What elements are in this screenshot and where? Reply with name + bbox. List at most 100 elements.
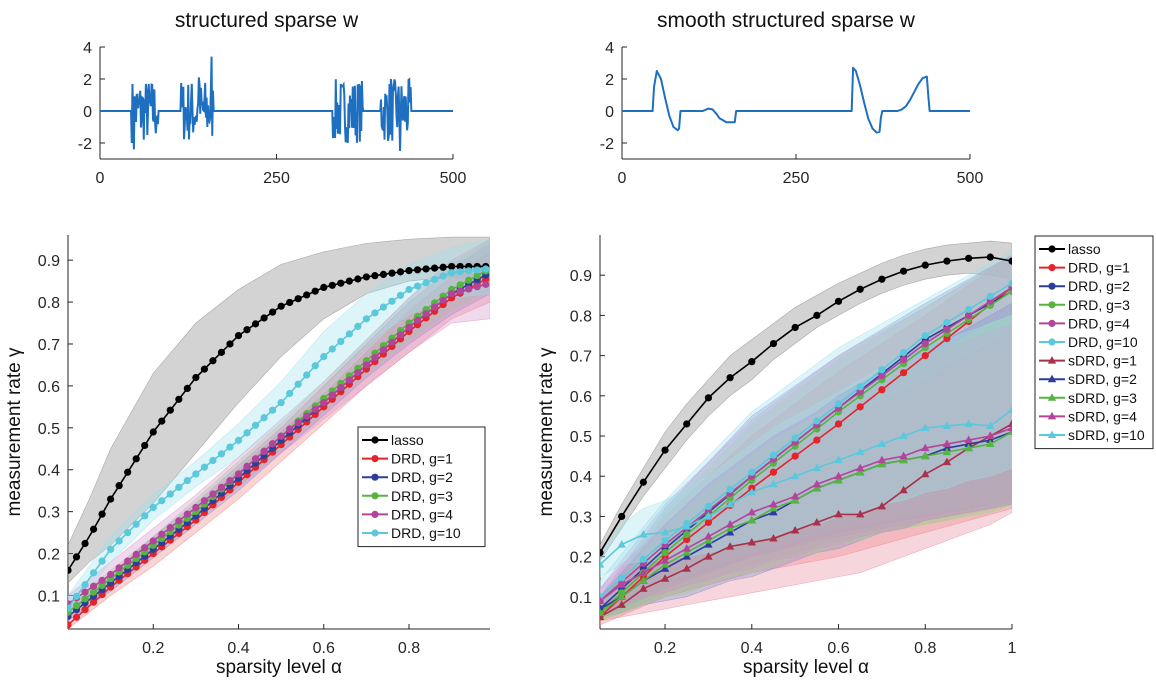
point (371, 309, 379, 317)
point (337, 383, 345, 392)
point (660, 528, 670, 536)
plot-area (68, 236, 490, 629)
point (72, 553, 81, 561)
point (791, 323, 799, 332)
series-line (600, 290, 1012, 614)
point (1007, 423, 1012, 431)
legend-marker (1048, 319, 1056, 327)
point (856, 447, 865, 456)
point (175, 483, 183, 491)
point (166, 523, 174, 532)
point (769, 468, 778, 476)
point (388, 269, 396, 277)
point (682, 521, 691, 530)
chart-title: smooth structured sparse w (657, 9, 916, 32)
point (81, 588, 89, 596)
point (294, 419, 302, 427)
point (303, 371, 311, 379)
point (769, 451, 778, 459)
point (243, 326, 251, 334)
point (183, 510, 191, 518)
point (639, 478, 647, 486)
point (921, 423, 930, 431)
y-tick-label: 0.9 (570, 268, 592, 285)
series-line (600, 409, 1012, 566)
point (943, 257, 951, 265)
point (856, 403, 864, 411)
point (769, 534, 778, 542)
x-tick-label: 0 (96, 170, 105, 187)
x-tick-label: 0.6 (313, 640, 335, 657)
point (942, 447, 952, 456)
point (124, 557, 132, 565)
y-tick-label: 0.7 (38, 337, 60, 354)
point (878, 372, 886, 380)
point (639, 555, 647, 563)
point (456, 262, 464, 271)
legend-label: sDRD, g=3 (1068, 390, 1137, 406)
point (362, 273, 370, 281)
y-tick-label: -2 (78, 136, 92, 153)
point (964, 443, 973, 452)
point (124, 528, 132, 537)
point (661, 536, 669, 545)
point (209, 456, 217, 465)
point (251, 320, 260, 328)
point (726, 485, 734, 493)
y-tick-label: 2 (83, 72, 92, 89)
y-tick-label: 0.2 (38, 547, 60, 564)
point (942, 457, 952, 466)
legend-marker (1047, 411, 1057, 420)
point (965, 311, 973, 320)
legend-label: DRD, g=10 (391, 525, 461, 541)
point (600, 596, 605, 604)
point (379, 270, 388, 278)
legend-marker (1048, 245, 1056, 253)
point (200, 497, 209, 505)
point (725, 523, 735, 532)
point (877, 439, 887, 448)
point (943, 334, 951, 343)
point (422, 279, 430, 287)
point (482, 280, 490, 288)
point (115, 482, 123, 490)
point (192, 503, 200, 512)
point (660, 560, 670, 568)
point (328, 345, 336, 353)
point (964, 439, 973, 448)
y-tick-label: 0.4 (570, 469, 592, 486)
point (682, 548, 691, 556)
y-tick-label: 0.7 (570, 349, 592, 366)
point (704, 518, 713, 527)
series-line (600, 256, 1012, 554)
point (328, 281, 336, 289)
point (856, 509, 865, 518)
point (899, 356, 908, 364)
point (812, 483, 822, 492)
point (269, 308, 277, 316)
point (639, 530, 648, 538)
point (834, 509, 843, 518)
point (465, 267, 473, 275)
point (277, 302, 285, 310)
point (986, 431, 995, 440)
legend-marker (1048, 282, 1056, 290)
point (192, 470, 200, 478)
x-tick-label: 0.2 (654, 640, 676, 657)
legend: lasso DRD, g=1 DRD, g=2 DRD, g=3 DRD, g=4 DRD… (357, 426, 486, 548)
point (98, 557, 106, 565)
point (141, 441, 149, 450)
y-axis-label: measurement rate γ (536, 347, 557, 516)
point (226, 477, 234, 485)
point (473, 283, 481, 291)
point (899, 369, 908, 377)
point (166, 490, 174, 498)
legend-label: sDRD, g=1 (1068, 353, 1137, 369)
point (683, 535, 691, 544)
legend-marker (1048, 338, 1056, 346)
point (1008, 279, 1012, 287)
point (132, 550, 140, 558)
point (834, 475, 843, 484)
point (726, 494, 734, 502)
point (413, 282, 422, 290)
